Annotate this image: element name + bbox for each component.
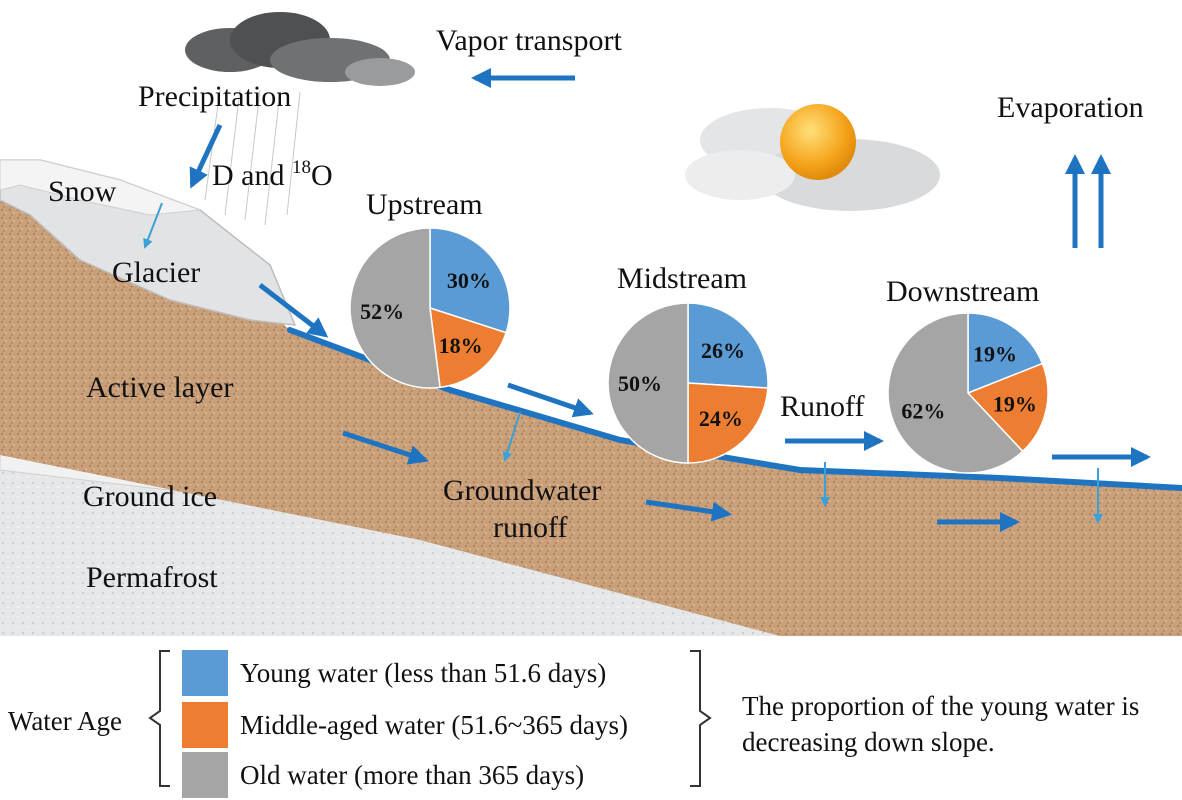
pie-upstream-label-old: 52%: [360, 299, 404, 324]
runoff-label: Runoff: [780, 390, 865, 423]
legend-note: The proportion of the young water is dec…: [742, 691, 1140, 757]
legend-label-middle: Middle-aged water (51.6~365 days): [240, 709, 628, 740]
pie-title-upstream: Upstream: [366, 188, 483, 221]
pie-midstream-slice-young: [687, 302, 769, 389]
upstream-flow-arrow: [507, 382, 594, 418]
water-age-title: Water Age: [8, 706, 123, 736]
glacier-melt-arrow: [258, 283, 329, 338]
rain-cloud: [185, 12, 415, 226]
precipitation-arrow: [189, 123, 223, 189]
legend-label-old: Old water (more than 365 days): [240, 759, 585, 790]
snow-label: Snow: [48, 175, 117, 208]
isotopes-suffix: O: [310, 159, 333, 192]
groundwater-runoff-label: runoff: [493, 511, 568, 544]
isotopes-label: D and 18O: [212, 158, 333, 191]
permafrost-label: Permafrost: [86, 561, 218, 594]
isotopes-prefix: D and: [212, 159, 292, 192]
active-layer-soil: [0, 170, 1182, 636]
legend-item-middle: Middle-aged water (51.6~365 days): [182, 702, 628, 748]
pie-midstream-label-young: 26%: [701, 338, 745, 363]
pie-midstream-label-middle: 24%: [699, 406, 743, 431]
isotopes-sup: 18: [291, 157, 311, 178]
legend-swatch-young: [182, 650, 228, 696]
hydrology-scene: 30% 18% 52% 26% 24% 50% 19% 19% 62%: [0, 12, 1182, 636]
pie-midstream-label-old: 50%: [618, 371, 662, 396]
pie-downstream-label-young: 19%: [973, 341, 1017, 366]
pie-title-midstream: Midstream: [617, 262, 747, 295]
ground-ice-label: Ground ice: [83, 480, 218, 513]
legend-label-young: Young water (less than 51.6 days): [240, 657, 607, 688]
glacier-label: Glacier: [112, 256, 201, 289]
legend-brackets: [148, 650, 712, 787]
pie-downstream-slice-middle: [966, 362, 1049, 453]
groundwater-label: Groundwater: [443, 474, 602, 507]
sun-cloud: [685, 104, 940, 211]
groundwater-arrow-2: [645, 499, 732, 522]
pie-downstream-slice-young: [967, 312, 1044, 395]
pie-downstream-slice-old: [887, 312, 1024, 474]
legend-item-old: Old water (more than 365 days): [182, 752, 584, 798]
sun-icon: [780, 104, 856, 180]
precipitation-label: Precipitation: [138, 80, 292, 113]
pie-upstream-slice-old: [349, 227, 441, 389]
legend-swatch-old: [182, 752, 228, 798]
snow-cap: [0, 159, 201, 216]
pie-downstream-label-old: 62%: [901, 399, 945, 424]
pie-upstream-slice-young: [429, 227, 511, 334]
pie-midstream-slice-old: [607, 302, 689, 464]
pie-upstream-slice-middle: [429, 306, 508, 389]
evaporation-label: Evaporation: [997, 91, 1144, 124]
pie-title-downstream: Downstream: [886, 275, 1040, 308]
infiltration-arrows: [143, 202, 1103, 524]
legend: Water Age Young water (less than 51.6 da…: [0, 636, 1182, 800]
pie-downstream-label-middle: 19%: [993, 391, 1037, 416]
pie-upstream-label-middle: 18%: [439, 333, 483, 358]
pie-charts: 30% 18% 52% 26% 24% 50% 19% 19% 62%: [349, 227, 1049, 474]
pie-midstream-slice-middle: [687, 382, 769, 464]
legend-swatch-middle: [182, 702, 228, 748]
legend-item-young: Young water (less than 51.6 days): [182, 650, 606, 696]
active-layer-label: Active layer: [86, 371, 234, 404]
pie-upstream-label-young: 30%: [447, 268, 491, 293]
groundwater-arrow-1: [342, 430, 429, 465]
vapor-transport-label: Vapor transport: [436, 24, 622, 57]
flow-arrows: [189, 68, 1151, 532]
